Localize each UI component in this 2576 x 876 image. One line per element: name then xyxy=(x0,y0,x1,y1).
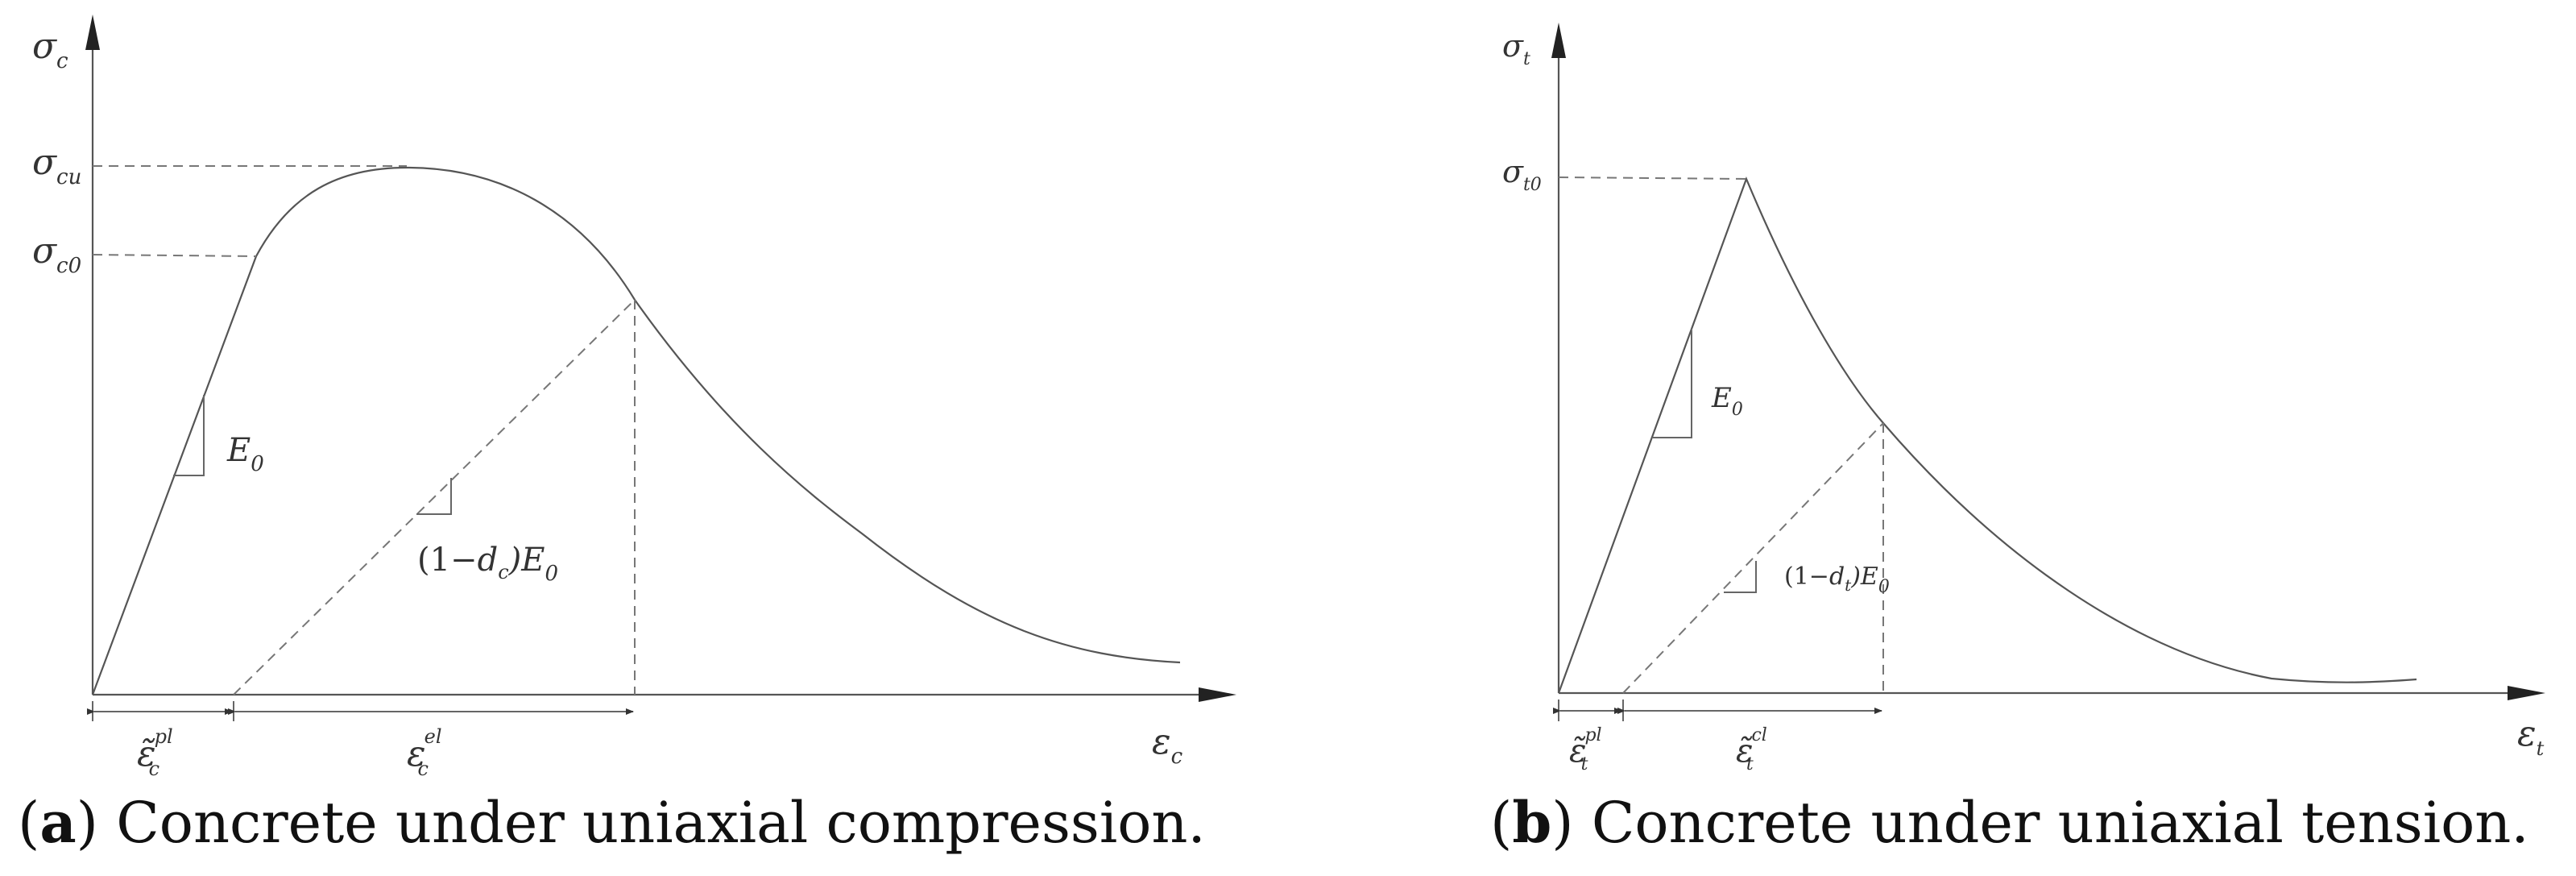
panel-b-initial-modulus-label: E0 xyxy=(1711,382,1743,420)
panel-b: σt σt0 E0 (1−dt)E0 εt ε̃pl t ε̃cl t (b) Co… xyxy=(1490,23,2545,856)
panel-b-x-axis-arrow xyxy=(2508,686,2545,700)
panel-a-x-axis-arrow xyxy=(1199,687,1236,702)
panel-b-peak-guide xyxy=(1558,176,1747,180)
panel-a-caption: (a) Concrete under uniaxial compression. xyxy=(18,789,1206,856)
panel-b-plastic-strain-label: ε̃pl t xyxy=(1569,725,1602,774)
panel-a: σc σcu σc0 E0 (1−dc)E0 εc ε̃pl c εel c (a)… xyxy=(18,15,1236,856)
panel-b-y-axis-arrow xyxy=(1551,23,1566,58)
panel-b-y-axis-label: σt xyxy=(1502,28,1530,69)
panel-a-stress-strain-curve xyxy=(91,166,1181,695)
panel-a-yield-label: σc0 xyxy=(32,230,81,278)
panel-a-x-axis-label: εc xyxy=(1152,721,1183,769)
panel-b-peak-label: σt0 xyxy=(1502,154,1542,195)
panel-b-x-axis-label: εt xyxy=(2517,713,2545,760)
panel-b-unload-slope-triangle xyxy=(1724,561,1757,593)
panel-a-initial-slope-triangle xyxy=(173,395,205,476)
panel-b-stress-strain-curve xyxy=(1557,176,2417,694)
panel-b-initial-slope-triangle xyxy=(1653,329,1692,438)
panel-a-damaged-modulus-label: (1−dc)E0 xyxy=(417,542,558,586)
panel-a-elastic-strain-label: εel c xyxy=(407,725,442,780)
panel-a-peak-label: σcu xyxy=(32,142,81,189)
panel-b-damaged-modulus-label: (1−dt)E0 xyxy=(1784,563,1890,597)
panel-b-caption: (b) Concrete under uniaxial tension. xyxy=(1490,789,2529,856)
panel-a-y-axis-label: σc xyxy=(32,26,68,73)
panel-a-unloading-line xyxy=(233,299,636,695)
panel-a-initial-modulus-label: E0 xyxy=(226,432,264,476)
panel-b-elastic-strain-label: ε̃cl t xyxy=(1736,725,1767,774)
panel-a-yield-guide xyxy=(92,254,257,257)
panel-a-y-axis-arrow xyxy=(85,15,100,50)
panel-b-unloading-line xyxy=(1622,422,1884,694)
panel-a-plastic-strain-label: ε̃pl c xyxy=(137,725,173,780)
panel-a-unload-slope-triangle xyxy=(416,478,452,515)
